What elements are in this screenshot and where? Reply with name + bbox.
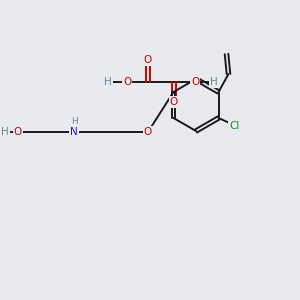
Text: O: O bbox=[144, 127, 152, 137]
Text: N: N bbox=[70, 127, 78, 137]
Text: H: H bbox=[210, 77, 218, 87]
Text: O: O bbox=[170, 97, 178, 107]
Text: H: H bbox=[104, 77, 112, 87]
Text: O: O bbox=[144, 55, 152, 65]
Text: Cl: Cl bbox=[229, 121, 240, 131]
Text: O: O bbox=[123, 77, 131, 87]
Text: O: O bbox=[14, 127, 22, 137]
Text: H: H bbox=[72, 116, 78, 125]
Text: H: H bbox=[1, 127, 9, 137]
Text: O: O bbox=[191, 77, 199, 87]
